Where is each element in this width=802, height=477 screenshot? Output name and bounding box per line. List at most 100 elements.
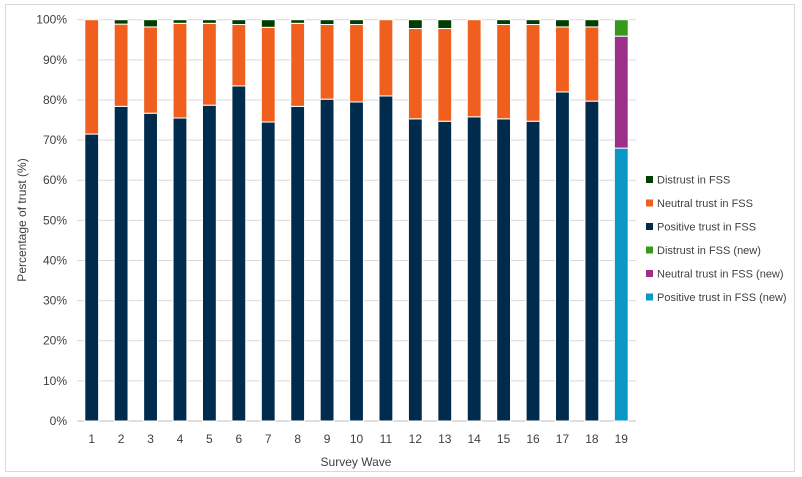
- bar-segment-distrust-in-fss: [231, 19, 247, 26]
- bar-segment-positive-trust-in-fss: [231, 85, 247, 422]
- bar-segment-distrust-in-fss-new: [613, 19, 629, 37]
- x-tick-label: 13: [438, 432, 452, 446]
- x-tick-label: 19: [615, 432, 629, 446]
- legend-label: Distrust in FSS (new): [657, 245, 761, 257]
- bar-segment-distrust-in-fss: [525, 19, 541, 26]
- y-tick-label: 100%: [36, 13, 67, 27]
- bar-segment-neutral-trust-in-fss: [143, 26, 158, 114]
- bar-segment-distrust-in-fss: [260, 19, 276, 28]
- bar-segment-distrust-in-fss: [143, 19, 158, 28]
- bar-segment-distrust-in-fss: [555, 19, 570, 28]
- bar-segment-positive-trust-in-fss: [319, 98, 335, 422]
- bar-segment-neutral-trust-in-fss: [555, 26, 570, 93]
- bar-segment-neutral-trust-in-fss: [231, 24, 247, 87]
- bar-segment-distrust-in-fss: [319, 19, 335, 26]
- legend-label: Distrust in FSS: [657, 175, 730, 187]
- bar-segment-neutral-trust-in-fss: [113, 23, 129, 107]
- x-tick-label: 8: [294, 432, 301, 446]
- bar-segment-distrust-in-fss: [290, 19, 306, 24]
- bar-segment-positive-trust-in-fss: [290, 105, 306, 422]
- x-tick-label: 3: [147, 432, 154, 446]
- y-tick-label: 30%: [43, 294, 67, 308]
- bar-segment-positive-trust-in-fss: [113, 105, 129, 422]
- bar-segment-distrust-in-fss: [584, 19, 600, 28]
- bar-segment-neutral-trust-in-fss-new: [613, 35, 629, 149]
- y-tick-label: 80%: [43, 93, 67, 107]
- legend-swatch: [646, 293, 653, 301]
- y-tick-label: 60%: [43, 173, 67, 187]
- bar-segment-neutral-trust-in-fss: [437, 28, 453, 122]
- x-tick-label: 14: [468, 432, 482, 446]
- bar-segment-distrust-in-fss: [437, 19, 453, 30]
- x-tick-label: 5: [206, 432, 213, 446]
- x-tick-label: 7: [265, 432, 272, 446]
- x-tick-label: 17: [556, 432, 570, 446]
- bar-segment-neutral-trust-in-fss: [496, 24, 512, 120]
- bar-segment-positive-trust-in-fss: [407, 118, 423, 422]
- legend-label: Positive trust in FSS (new): [657, 292, 787, 304]
- legend-label: Positive trust in FSS: [657, 222, 756, 234]
- x-tick-label: 6: [235, 432, 242, 446]
- legend-swatch: [646, 176, 653, 183]
- bar-segment-neutral-trust-in-fss: [290, 22, 306, 107]
- legend-label: Neutral trust in FSS: [657, 198, 753, 210]
- legend-swatch: [646, 223, 653, 230]
- y-axis-label: Percentage of trust (%): [15, 158, 29, 281]
- bar-segment-positive-trust-in-fss: [466, 116, 482, 422]
- x-tick-label: 4: [177, 432, 184, 446]
- bar-segment-neutral-trust-in-fss: [584, 26, 600, 102]
- bar-segment-positive-trust-in-fss: [525, 120, 541, 422]
- bar-segment-positive-trust-in-fss: [437, 120, 453, 422]
- bar-segment-distrust-in-fss: [496, 19, 512, 26]
- y-tick-label: 50%: [43, 213, 67, 227]
- bar-segment-neutral-trust-in-fss: [407, 28, 423, 120]
- x-tick-label: 2: [118, 432, 125, 446]
- bar-segment-positive-trust-in-fss: [584, 100, 600, 422]
- bar-segment-positive-trust-in-fss: [172, 117, 188, 422]
- legend-label: Neutral trust in FSS (new): [657, 269, 784, 281]
- x-tick-label: 11: [380, 432, 393, 446]
- x-tick-label: 1: [88, 432, 95, 446]
- y-tick-label: 10%: [43, 374, 67, 388]
- bar-segment-neutral-trust-in-fss: [201, 22, 217, 106]
- chart-frame: [5, 4, 795, 472]
- legend-swatch: [646, 199, 653, 207]
- bar-segment-distrust-in-fss: [113, 19, 129, 25]
- bar-segment-neutral-trust-in-fss: [525, 24, 541, 122]
- y-tick-label: 40%: [43, 253, 67, 267]
- y-tick-label: 0%: [50, 414, 68, 428]
- x-axis-label: Survey Wave: [321, 455, 392, 469]
- bar-segment-neutral-trust-in-fss: [378, 19, 394, 97]
- bar-segment-distrust-in-fss: [172, 19, 188, 24]
- x-tick-label: 15: [497, 432, 511, 446]
- bar-segment-positive-trust-in-fss: [260, 121, 276, 422]
- legend-swatch: [646, 270, 653, 277]
- legend-swatch: [646, 246, 653, 254]
- x-tick-label: 12: [409, 432, 423, 446]
- bar-segment-distrust-in-fss: [349, 19, 364, 26]
- bar-segment-positive-trust-in-fss: [201, 104, 217, 422]
- bar-segment-positive-trust-in-fss: [378, 95, 394, 422]
- bar-segment-positive-trust-in-fss: [84, 133, 100, 422]
- bar-segment-positive-trust-in-fss: [496, 118, 512, 422]
- bar-segment-distrust-in-fss: [407, 19, 423, 30]
- bar-segment-neutral-trust-in-fss: [260, 26, 276, 123]
- bar-segment-neutral-trust-in-fss: [319, 24, 335, 100]
- bar-segment-positive-trust-in-fss: [349, 101, 364, 422]
- bar-segment-positive-trust-in-fss: [143, 112, 158, 422]
- y-tick-label: 90%: [43, 53, 67, 67]
- y-tick-label: 70%: [43, 133, 67, 147]
- bar-segment-neutral-trust-in-fss: [466, 19, 482, 118]
- bar-segment-positive-trust-in-fss-new: [613, 147, 629, 422]
- bar-segment-neutral-trust-in-fss: [172, 22, 188, 119]
- bar-segment-positive-trust-in-fss: [555, 91, 570, 422]
- y-tick-label: 20%: [43, 334, 67, 348]
- x-tick-label: 9: [324, 432, 331, 446]
- x-tick-label: 16: [526, 432, 540, 446]
- bar-segment-neutral-trust-in-fss: [349, 24, 364, 103]
- bar-segment-neutral-trust-in-fss: [84, 19, 100, 135]
- x-tick-label: 18: [585, 432, 599, 446]
- bar-segment-distrust-in-fss: [201, 19, 217, 24]
